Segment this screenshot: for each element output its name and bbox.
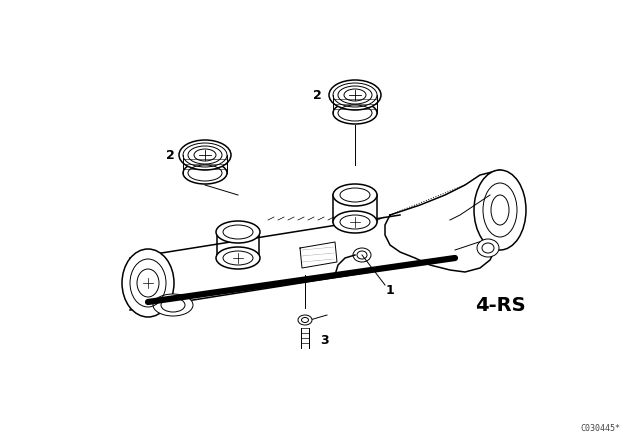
Text: 1: 1 bbox=[386, 284, 394, 297]
Ellipse shape bbox=[216, 221, 260, 243]
Ellipse shape bbox=[329, 80, 381, 110]
Ellipse shape bbox=[474, 170, 526, 250]
Ellipse shape bbox=[333, 184, 377, 206]
Text: C030445*: C030445* bbox=[580, 423, 620, 432]
Ellipse shape bbox=[216, 247, 260, 269]
Text: 2: 2 bbox=[166, 148, 174, 161]
Ellipse shape bbox=[153, 294, 193, 316]
Ellipse shape bbox=[477, 239, 499, 257]
Text: 2: 2 bbox=[312, 89, 321, 102]
Text: 3: 3 bbox=[320, 333, 328, 346]
Ellipse shape bbox=[353, 248, 371, 262]
Text: 4-RS: 4-RS bbox=[475, 296, 525, 314]
Ellipse shape bbox=[179, 140, 231, 170]
Ellipse shape bbox=[183, 162, 227, 184]
Ellipse shape bbox=[333, 102, 377, 124]
Ellipse shape bbox=[122, 249, 174, 317]
Ellipse shape bbox=[333, 211, 377, 233]
Ellipse shape bbox=[298, 315, 312, 325]
